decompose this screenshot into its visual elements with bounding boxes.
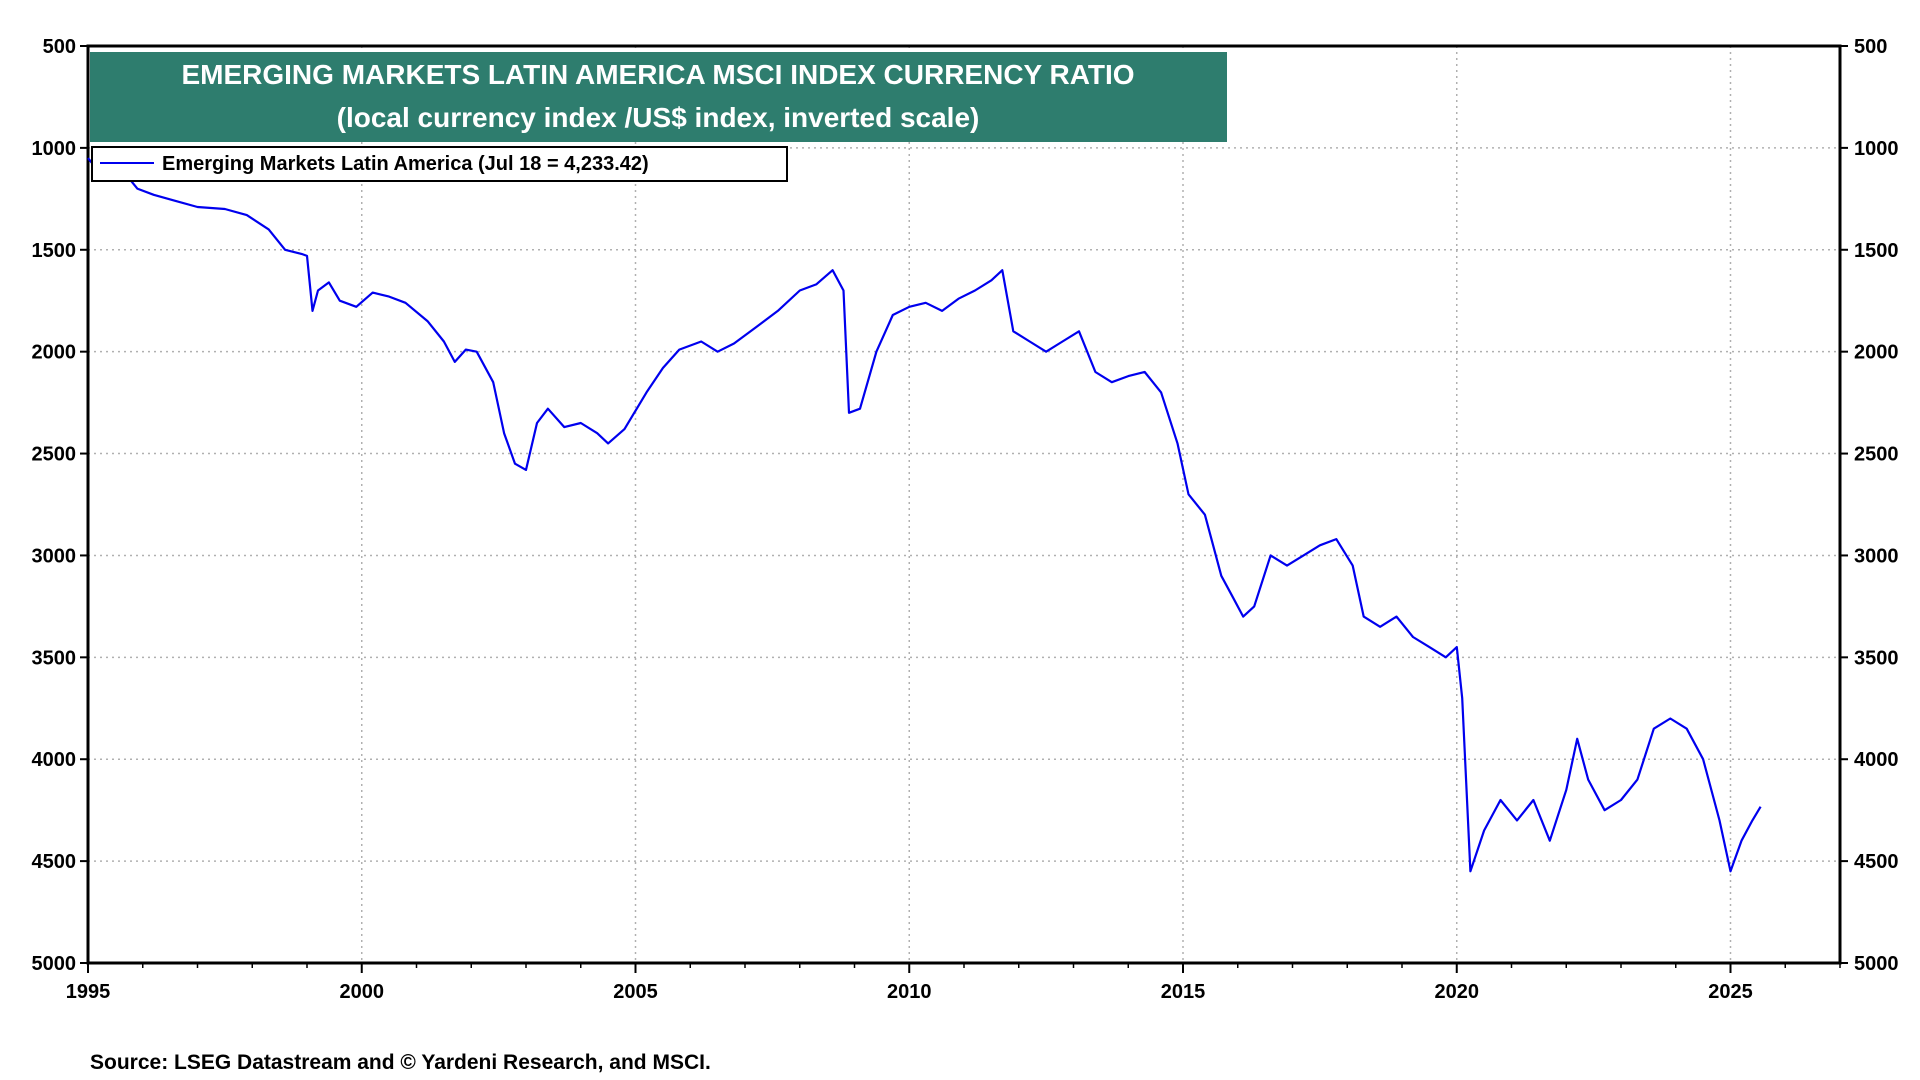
x-tick-label: 2010 <box>887 981 932 1003</box>
series-line-0 <box>87 157 1762 873</box>
plot-frame <box>86 44 1842 965</box>
x-tick-label: 2025 <box>1708 981 1753 1003</box>
legend: Emerging Markets Latin America (Jul 18 =… <box>91 146 788 182</box>
y-axis-right: 500 1000 1500 2000 2500 3000 3500 4000 4500 5000 <box>1854 36 1899 975</box>
y-tick-label-right: 3000 <box>1854 545 1899 567</box>
x-axis: 1995 2000 2005 2010 2015 2020 2025 <box>66 981 1753 1003</box>
y-tick-label-left: 3000 <box>32 545 77 567</box>
y-tick-label-right: 500 <box>1854 36 1887 58</box>
y-tick-label-right: 3500 <box>1854 647 1899 669</box>
x-tick-label: 2015 <box>1161 981 1206 1003</box>
title-background <box>90 52 1227 142</box>
title-box: EMERGING MARKETS LATIN AMERICA MSCI INDE… <box>90 52 1227 142</box>
y-tick-label-left: 3500 <box>32 647 77 669</box>
chart-subtitle: (local currency index /US$ index, invert… <box>337 102 980 133</box>
y-tick-label-right: 1000 <box>1854 138 1899 160</box>
y-tick-label-right: 5000 <box>1854 953 1899 975</box>
y-tick-label-left: 4500 <box>32 851 77 873</box>
series-layer <box>87 157 1762 873</box>
chart-title: EMERGING MARKETS LATIN AMERICA MSCI INDE… <box>181 59 1134 90</box>
y-tick-label-right: 4500 <box>1854 851 1899 873</box>
x-tick-label: 2000 <box>340 981 385 1003</box>
legend-box <box>91 146 788 182</box>
x-tick-label: 2005 <box>613 981 658 1003</box>
y-tick-label-right: 2500 <box>1854 444 1899 466</box>
y-tick-label-left: 1000 <box>32 138 77 160</box>
y-tick-label-left: 2500 <box>32 444 77 466</box>
y-tick-label-right: 1500 <box>1854 240 1899 262</box>
x-tick-label: 2020 <box>1435 981 1480 1003</box>
legend-label: Emerging Markets Latin America (Jul 18 =… <box>162 153 649 175</box>
y-tick-label-left: 2000 <box>32 342 77 364</box>
gridlines <box>88 46 1840 963</box>
source-note: Source: LSEG Datastream and © Yardeni Re… <box>90 1051 711 1074</box>
y-tick-label-left: 500 <box>43 36 76 58</box>
y-tick-label-right: 2000 <box>1854 342 1899 364</box>
axis-ticks <box>80 45 1848 973</box>
y-tick-label-left: 4000 <box>32 749 77 771</box>
y-axis-left: 500 1000 1500 2000 2500 3000 3500 4000 4500 5000 <box>32 36 77 975</box>
y-tick-label-left: 1500 <box>32 240 77 262</box>
y-tick-label-right: 4000 <box>1854 749 1899 771</box>
y-tick-label-left: 5000 <box>32 953 77 975</box>
x-tick-label: 1995 <box>66 981 111 1003</box>
